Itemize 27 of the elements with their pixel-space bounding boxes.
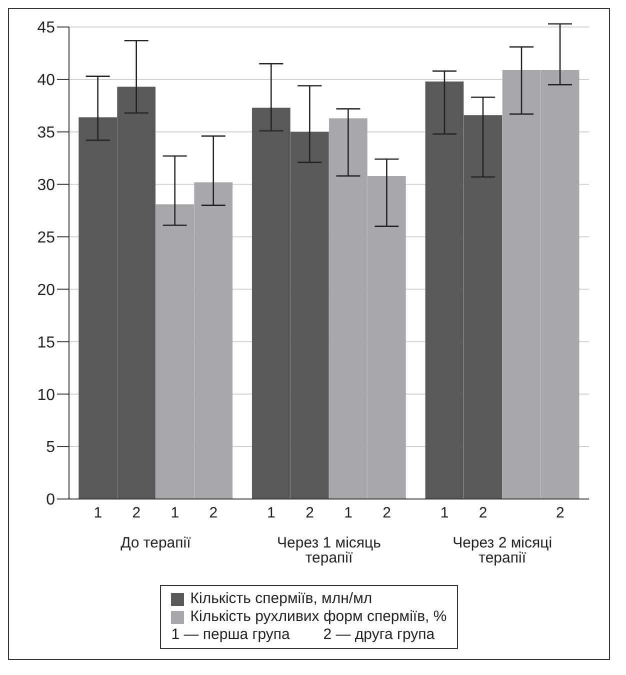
x-tick-label: 1 [344, 504, 352, 522]
text: До терапії [120, 534, 192, 552]
y-tick-label: 0 [46, 492, 56, 509]
x-tick-label: 2 [132, 504, 141, 522]
text: 1 — перша група 2 — друга група [171, 626, 436, 644]
y-tick-label: 15 [37, 334, 56, 352]
y-tick-label: 10 [37, 386, 56, 404]
y-tick-label: 30 [37, 177, 56, 194]
legend-label: Кількість сперміїв, млн/мл [190, 590, 372, 608]
text: Через 1 місяць терапії [277, 534, 382, 567]
x-tick-label: 2 [306, 504, 314, 522]
y-tick-label: 35 [37, 124, 56, 142]
x-tick-label: 1 [170, 504, 180, 522]
x-tick-label: 2 [556, 504, 564, 522]
x-tick-label: 1 [440, 504, 449, 522]
x-tick-label: 2 [209, 504, 218, 522]
x-tick-label: 2 [478, 504, 488, 522]
text: Через 2 місяці терапії [452, 534, 552, 567]
x-tick-label: 1 [94, 504, 102, 522]
x-tick-label: 1 [267, 504, 276, 522]
y-tick-label: 40 [37, 72, 56, 90]
x-tick-label: 2 [382, 504, 391, 522]
y-tick-label: 25 [37, 229, 56, 246]
y-tick-label: 45 [37, 20, 56, 37]
y-tick-label: 20 [37, 282, 56, 299]
legend-label: Кількість рухливих форм сперміїв, % [190, 608, 447, 626]
y-tick-label: 5 [46, 439, 56, 456]
